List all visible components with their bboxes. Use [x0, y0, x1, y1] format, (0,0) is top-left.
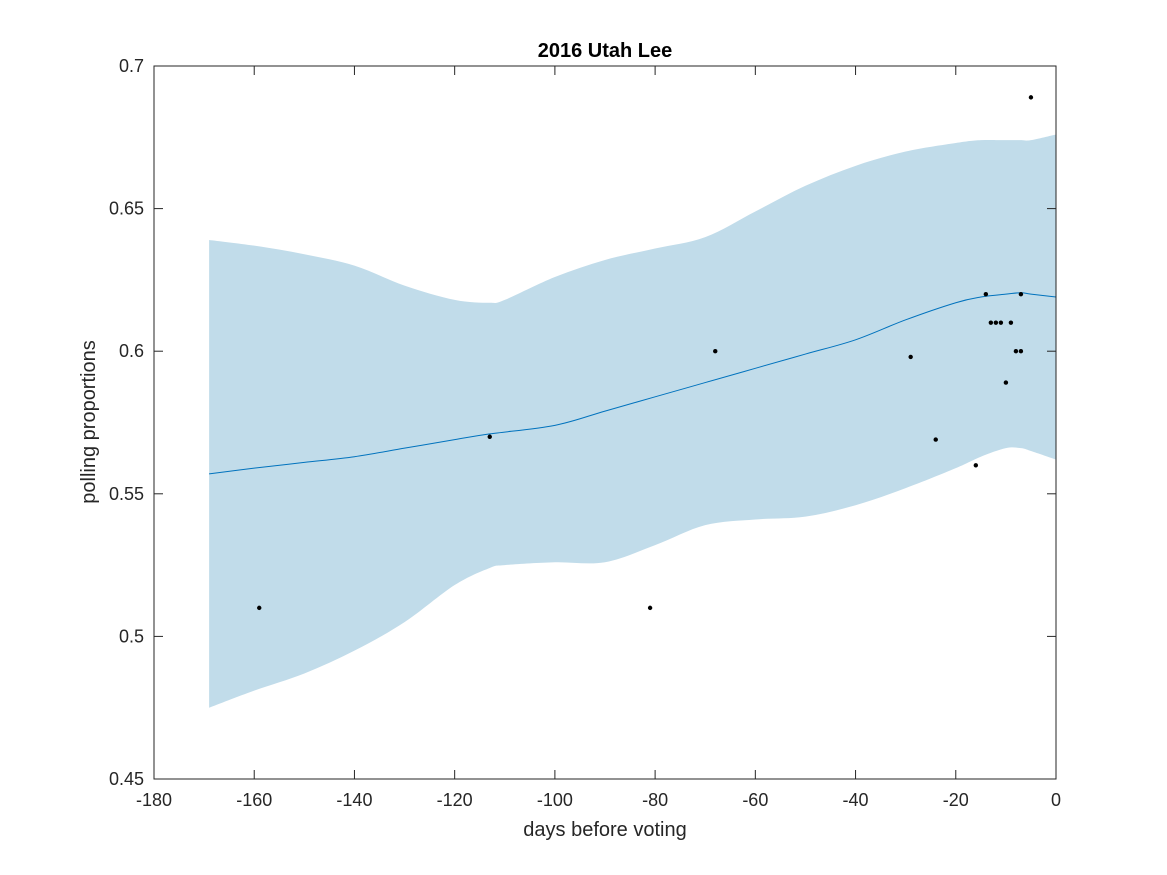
trend-line — [209, 292, 1057, 475]
data-point — [908, 354, 913, 360]
y-tick-label: 0.7 — [119, 56, 144, 76]
axes-box — [153, 65, 1057, 780]
x-tick-label: -20 — [943, 790, 969, 810]
data-point — [257, 605, 262, 611]
y-axis-label: polling proportions — [78, 340, 100, 503]
data-point — [1018, 349, 1024, 354]
data-point — [1013, 349, 1019, 354]
data-point — [933, 437, 938, 442]
y-axis-ticks: 0.45 0.5 0.55 0.6 0.65 0.7 — [109, 56, 1056, 789]
x-tick-label: -120 — [437, 790, 473, 810]
axes — [153, 65, 1057, 780]
x-tick-label: -80 — [642, 790, 668, 810]
chart-title: 2016 Utah Lee — [538, 40, 673, 62]
x-tick-label: -180 — [136, 790, 172, 810]
y-tick-label: 0.65 — [109, 199, 144, 219]
data-point — [1008, 320, 1014, 325]
x-tick-label: -140 — [336, 790, 372, 810]
confidence-band — [209, 134, 1056, 708]
data-point — [713, 349, 718, 354]
x-tick-label: 0 — [1051, 790, 1061, 810]
data-point — [1028, 95, 1034, 100]
y-tick-label: 0.6 — [119, 341, 144, 361]
data-point — [988, 320, 994, 325]
x-tick-label: -160 — [236, 790, 272, 810]
data-point — [647, 605, 653, 611]
y-tick-label: 0.55 — [109, 484, 144, 504]
data-point — [1003, 380, 1009, 385]
data-point — [983, 291, 989, 297]
data-point — [487, 434, 492, 439]
data-points — [257, 95, 1034, 611]
x-tick-label: -40 — [843, 790, 869, 810]
data-point — [998, 320, 1004, 325]
x-tick-label: -100 — [537, 790, 573, 810]
x-axis-label: days before voting — [523, 819, 686, 841]
x-tick-label: -60 — [742, 790, 768, 810]
x-axis-ticks: -180 -160 -140 -120 -100 -80 -60 -40 -20 0 — [136, 66, 1061, 810]
y-tick-label: 0.5 — [119, 626, 144, 646]
data-point — [973, 463, 979, 468]
data-point — [1018, 291, 1024, 297]
data-point — [993, 320, 999, 325]
y-tick-label: 0.45 — [109, 769, 144, 789]
